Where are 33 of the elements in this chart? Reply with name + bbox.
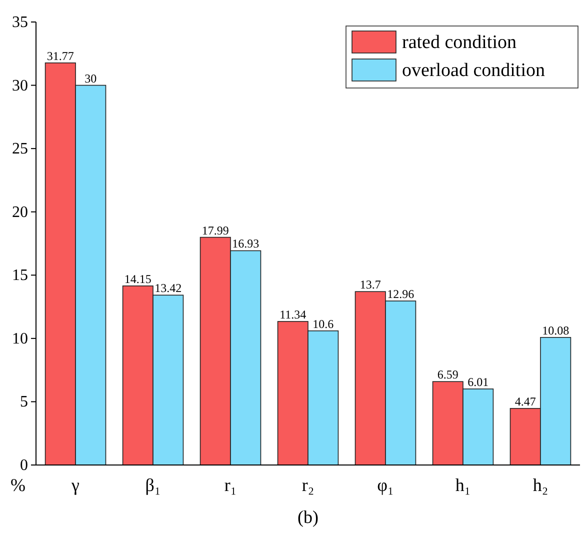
x-tick-label: h₂ bbox=[532, 475, 548, 495]
data-label: 30 bbox=[84, 71, 97, 86]
data-label: 10.08 bbox=[542, 323, 570, 338]
x-tick-label: β₁ bbox=[145, 475, 161, 495]
data-label: 17.99 bbox=[202, 223, 229, 238]
data-label: 10.6 bbox=[312, 316, 334, 331]
data-label: 13.7 bbox=[360, 278, 381, 292]
y-tick-label: 15 bbox=[12, 267, 28, 284]
text: (b) bbox=[298, 507, 318, 527]
y-tick-label: 5 bbox=[20, 394, 28, 411]
data-label: 6.59 bbox=[437, 368, 458, 382]
y-tick-label: 20 bbox=[12, 204, 28, 221]
data-label: 13.42 bbox=[154, 281, 182, 296]
data-label: 4.47 bbox=[514, 394, 536, 408]
y-tick-label: 30 bbox=[12, 77, 28, 94]
data-label: 14.15 bbox=[124, 272, 152, 286]
y-tick-label: 25 bbox=[12, 140, 28, 158]
data-label: 11.34 bbox=[280, 307, 306, 322]
y-tick-label: 35 bbox=[12, 14, 28, 31]
x-tick-label: r₂ bbox=[302, 475, 314, 495]
y-tick-label: 0 bbox=[20, 457, 28, 474]
y-tick-label: 10 bbox=[12, 330, 28, 348]
x-tick-label: φ₁ bbox=[377, 475, 394, 495]
data-label: 31.77 bbox=[46, 48, 74, 63]
legend-label: overload condition bbox=[402, 60, 546, 81]
x-tick-label: γ bbox=[70, 475, 80, 495]
data-label: 16.93 bbox=[232, 236, 260, 251]
data-label: 12.96 bbox=[387, 286, 414, 301]
x-tick-label: h₁ bbox=[455, 475, 471, 495]
data-label: 6.01 bbox=[468, 374, 489, 389]
legend-label: rated condition bbox=[402, 32, 517, 53]
x-tick-label: r₁ bbox=[224, 475, 237, 495]
y-axis-title: % bbox=[10, 475, 26, 495]
